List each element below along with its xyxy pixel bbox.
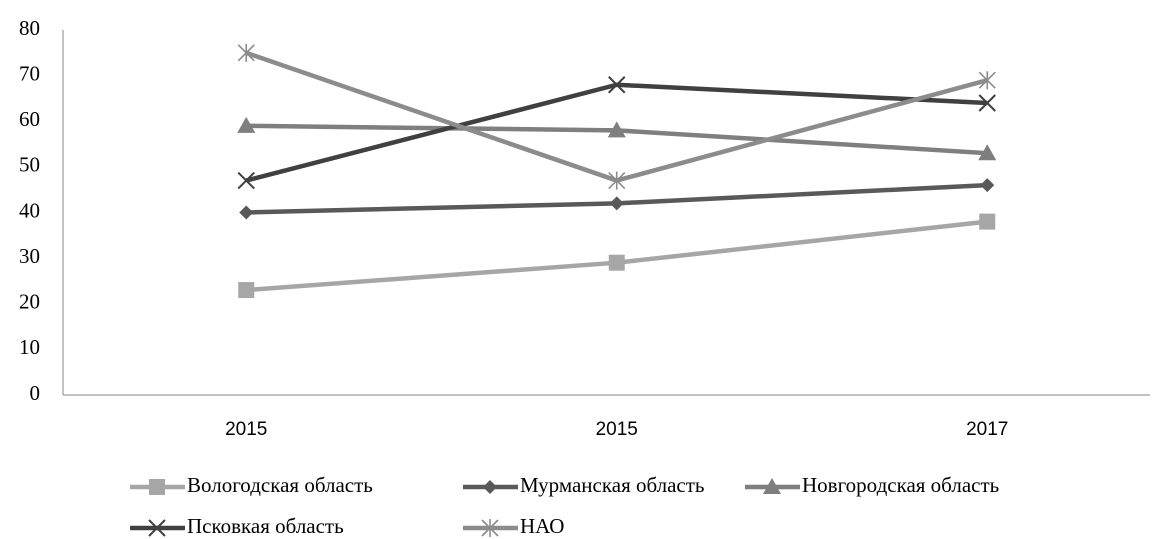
data-point: [608, 171, 626, 190]
y-tick-label: 60: [19, 107, 40, 131]
data-point: [978, 144, 997, 161]
data-point: [237, 171, 255, 190]
y-tick-label: 40: [19, 198, 40, 222]
legend-label: НАО: [520, 514, 564, 538]
legend-label: Вологодская область: [187, 473, 373, 497]
data-point: [609, 196, 624, 211]
legend-label: Мурманская область: [520, 473, 705, 497]
data-point: [979, 213, 996, 230]
y-tick-label: 50: [19, 153, 40, 177]
data-point: [237, 116, 256, 133]
data-point: [238, 282, 255, 299]
legend-label: Новгородская область: [802, 473, 999, 497]
x-tick-label: 2015: [225, 419, 267, 440]
y-tick-label: 0: [30, 381, 41, 405]
legend-marker: [763, 478, 781, 494]
legend-label: Псковкая область: [187, 514, 344, 538]
x-tick-label: 2015: [596, 419, 638, 440]
data-point: [980, 178, 995, 193]
data-point: [607, 121, 626, 138]
data-point: [237, 43, 255, 62]
data-point: [608, 76, 626, 94]
x-tick-label: 2017: [966, 419, 1008, 440]
data-point: [978, 71, 996, 90]
legend-marker: [481, 519, 499, 537]
legend-marker: [148, 519, 166, 537]
legend-marker: [483, 480, 497, 494]
data-point: [239, 205, 254, 220]
y-tick-label: 10: [19, 335, 40, 359]
data-point: [978, 94, 996, 112]
y-tick-label: 70: [19, 61, 40, 85]
y-tick-label: 80: [19, 16, 40, 40]
legend-marker: [149, 479, 165, 495]
y-tick-label: 30: [19, 244, 40, 268]
data-point: [608, 254, 625, 271]
series-line: [245, 50, 988, 183]
y-tick-label: 20: [19, 290, 40, 314]
